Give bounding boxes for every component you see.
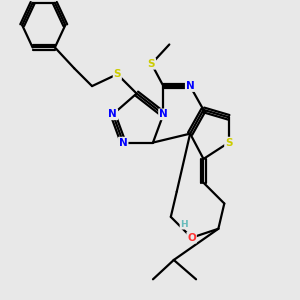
Text: O: O bbox=[187, 233, 196, 243]
Text: S: S bbox=[114, 69, 121, 79]
Text: S: S bbox=[225, 138, 232, 148]
Text: N: N bbox=[159, 109, 168, 119]
Text: N: N bbox=[109, 109, 117, 119]
Text: S: S bbox=[148, 59, 155, 69]
Text: N: N bbox=[119, 138, 128, 148]
Text: N: N bbox=[186, 81, 194, 91]
Text: H: H bbox=[180, 220, 188, 229]
